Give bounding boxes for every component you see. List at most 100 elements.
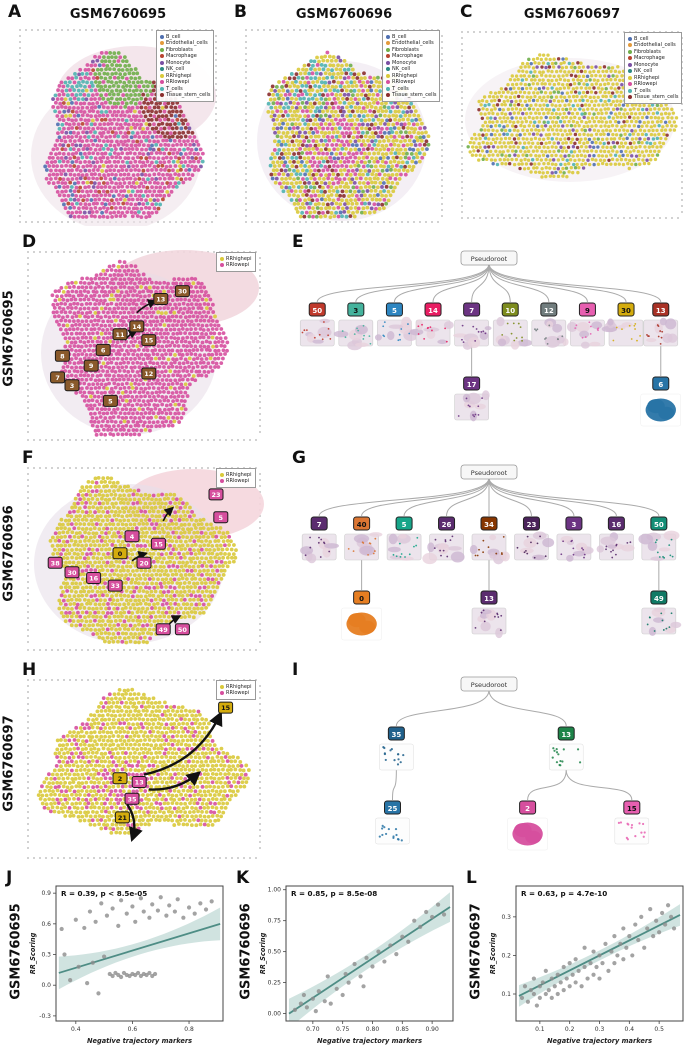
legend-swatch <box>386 47 390 52</box>
legend-swatch <box>386 86 390 91</box>
legend-swatch <box>160 67 164 71</box>
legend-item: T_cells <box>386 86 436 92</box>
row-label-scatter-l: GSM6760697 <box>468 903 484 1000</box>
panel-letter-i: I <box>292 660 299 680</box>
legend-swatch <box>160 93 164 97</box>
legend-item: NK_cell <box>160 66 210 72</box>
legend-label: RRlowepi <box>226 478 250 484</box>
legend-item: RRhighepi <box>220 256 252 262</box>
panel-letter-h: H <box>22 660 37 680</box>
legend-item: T_cells <box>628 88 678 94</box>
legend-swatch <box>386 34 390 39</box>
panel-title-a: GSM6760695 <box>69 7 167 22</box>
legend-item: Fibroblasts <box>628 49 678 55</box>
legend-item: RRhighepi <box>220 472 252 478</box>
legend-label: Monocyte <box>634 61 659 68</box>
legend-swatch <box>386 60 390 65</box>
legend-swatch <box>628 43 632 47</box>
legend-item: Tissue_stem_cells <box>628 94 678 100</box>
panel-letter-f: F <box>22 448 34 468</box>
legend-label: RRhighepi <box>226 683 252 690</box>
legend-item: Macrophage <box>628 55 678 61</box>
cell-type-legend-a: B_cell Endothelial_cells Fibroblasts Macrop… <box>156 30 215 102</box>
legend-label: Fibroblasts <box>634 48 661 55</box>
legend-label: NK_cell <box>634 68 653 74</box>
rr-legend-f: RRhighepi RRlowepi <box>216 468 256 488</box>
panel-title-b: GSM6760696 <box>295 7 393 22</box>
legend-item: RRhighepi <box>628 75 678 81</box>
legend-swatch <box>160 34 164 39</box>
cell-type-legend-b: B_cell Endothelial_cells Fibroblasts Macrop… <box>382 30 441 102</box>
legend-swatch <box>160 41 164 45</box>
panel-letter-a: A <box>8 2 22 22</box>
legend-item: B_cell <box>386 34 436 40</box>
row-label-scatter-j: GSM6760695 <box>8 903 24 1000</box>
legend-label: T_cells <box>166 85 183 92</box>
legend-swatch <box>160 47 164 52</box>
legend-item: B_cell <box>628 36 678 42</box>
legend-swatch <box>628 62 632 67</box>
legend-item: Monocyte <box>628 62 678 68</box>
legend-swatch <box>160 60 164 65</box>
legend-item: Endothelial_cells <box>386 40 436 46</box>
legend-item: Tissue_stem_cells <box>386 92 436 98</box>
panel-letter-d: D <box>22 232 37 252</box>
legend-label: T_cells <box>392 85 409 92</box>
panel-title-c: GSM6760697 <box>523 7 621 22</box>
legend-swatch <box>628 95 632 99</box>
legend-label: B_cell <box>392 33 407 40</box>
legend-swatch <box>628 36 632 41</box>
legend-label: B_cell <box>634 35 649 42</box>
legend-item: T_cells <box>160 86 210 92</box>
legend-label: Fibroblasts <box>166 46 193 53</box>
legend-label: Endothelial_cells <box>166 40 208 46</box>
legend-swatch <box>160 73 164 78</box>
legend-label: Macrophage <box>392 53 423 59</box>
legend-label: NK_cell <box>166 66 185 72</box>
legend-item: NK_cell <box>628 68 678 74</box>
legend-item: B_cell <box>160 34 210 40</box>
row-label-gsm6760697: GSM6760697 <box>1 715 17 812</box>
legend-item: Endothelial_cells <box>628 42 678 48</box>
rr-legend-d: RRhighepi RRlowepi <box>216 252 256 272</box>
legend-swatch <box>220 691 224 695</box>
legend-swatch <box>628 88 632 93</box>
legend-label: Tissue_stem_cells <box>392 92 437 98</box>
legend-item: NK_cell <box>386 66 436 72</box>
spatial-plot-a <box>19 29 217 226</box>
legend-label: T_cells <box>634 87 651 94</box>
legend-item: RRhighepi <box>220 684 252 690</box>
panel-letter-k: K <box>236 868 250 888</box>
legend-item: RRlowepi <box>220 478 252 484</box>
legend-swatch <box>220 263 224 267</box>
legend-swatch <box>628 69 632 73</box>
legend-swatch <box>220 472 224 477</box>
panel-letter-l: L <box>466 868 477 888</box>
legend-swatch <box>628 75 632 80</box>
legend-label: RRhighepi <box>226 471 252 478</box>
legend-item: Endothelial_cells <box>160 40 210 46</box>
legend-label: B_cell <box>166 33 181 40</box>
scatter-plot-k: 0.70 0.75 0.80 0.85 0.901.000.750.500.250.00… <box>259 885 454 1045</box>
legend-label: Macrophage <box>634 55 665 61</box>
legend-item: RRhighepi <box>386 73 436 79</box>
spatial-plot-c <box>461 31 683 219</box>
legend-swatch <box>628 56 632 60</box>
legend-label: Tissue_stem_cells <box>166 92 211 98</box>
legend-item: Tissue_stem_cells <box>160 92 210 98</box>
panel-letter-j: J <box>6 868 13 888</box>
legend-label: Endothelial_cells <box>634 42 676 48</box>
legend-swatch <box>386 93 390 97</box>
panel-letter-g: G <box>292 448 306 468</box>
legend-label: RRhighepi <box>226 255 252 262</box>
legend-item: Monocyte <box>386 60 436 66</box>
legend-swatch <box>160 86 164 91</box>
legend-item: RRlowepi <box>220 690 252 696</box>
legend-swatch <box>386 80 390 84</box>
